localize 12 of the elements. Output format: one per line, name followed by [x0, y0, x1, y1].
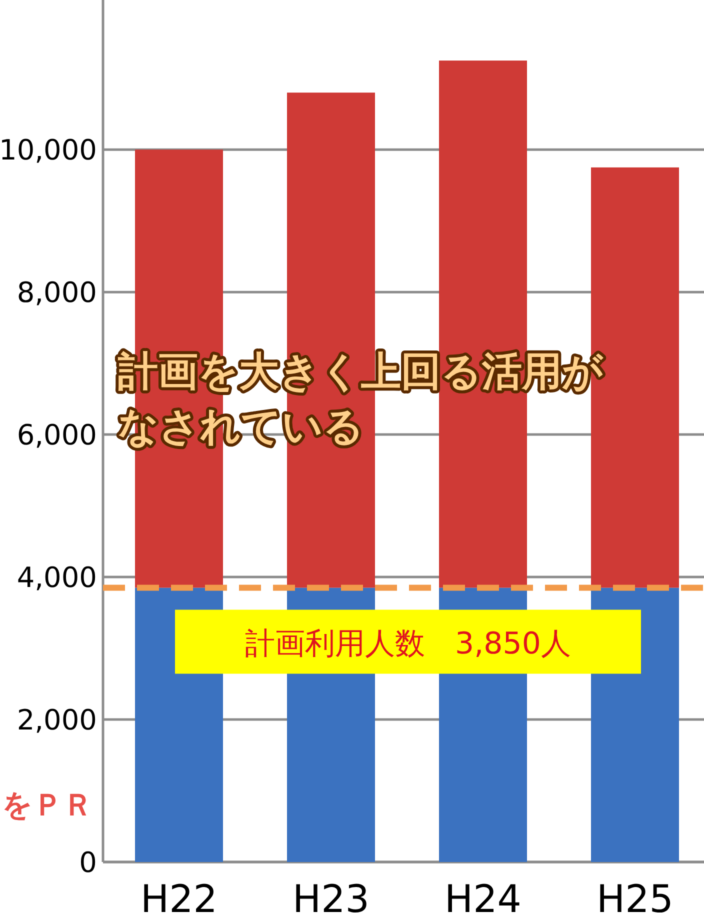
y-tick-label: 6,000: [16, 418, 97, 452]
y-tick-label: 0: [79, 846, 97, 879]
x-tick-label: H22: [140, 877, 218, 920]
y-tick-label: 2,000: [16, 704, 97, 737]
y-tick-label: 4,000: [16, 561, 97, 594]
x-tick-label: H23: [292, 877, 370, 920]
y-tick-label: 8,000: [16, 276, 97, 310]
text: をＰＲ: [2, 788, 93, 823]
y-tick-label: 10,000: [0, 134, 97, 167]
ref-line-label: 計画利用人数 3,850人: [245, 626, 571, 662]
x-tick-label: H25: [596, 877, 674, 920]
x-tick-label: H24: [444, 877, 522, 920]
